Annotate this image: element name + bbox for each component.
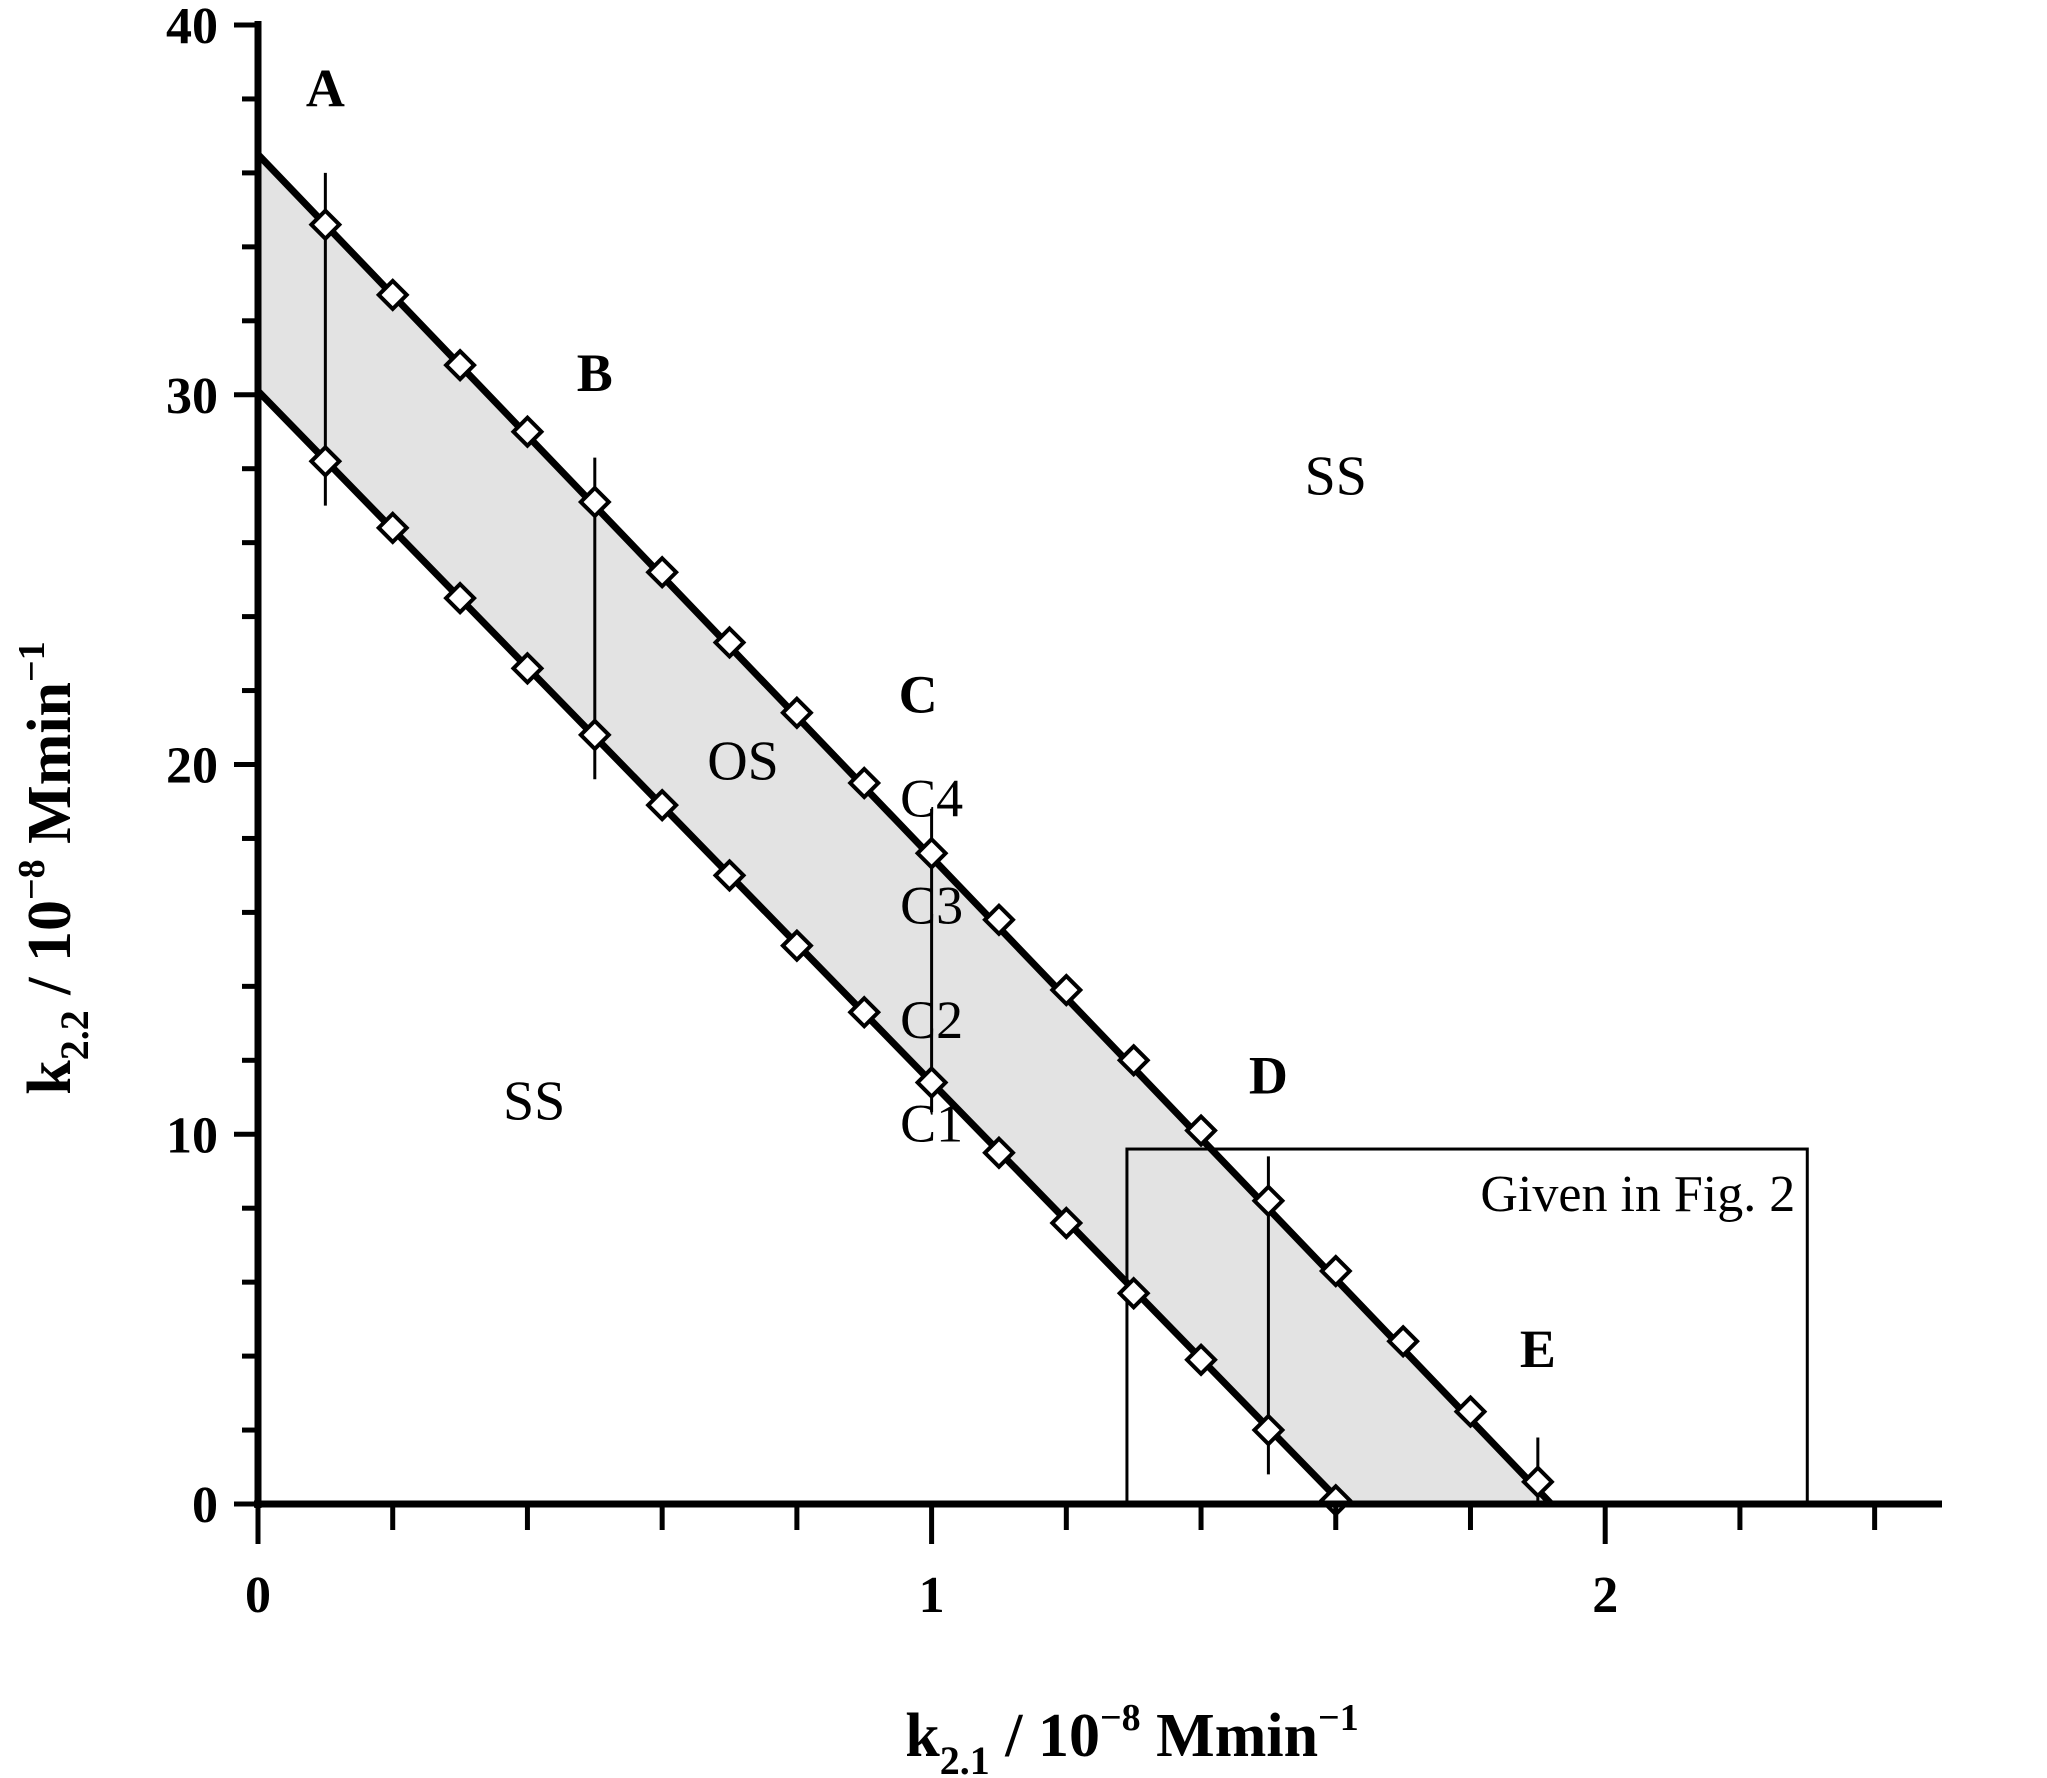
data-point-s1-13: [1184, 1342, 1218, 1377]
fig2-region-label: Given in Fig. 2: [1480, 1166, 1795, 1223]
point-label-d: D: [1249, 1046, 1288, 1106]
data-point-s1-11: [1049, 1206, 1084, 1240]
data-point-s1-4: [577, 718, 612, 752]
y-tick-label: 20: [166, 738, 218, 795]
point-label-c1: C1: [900, 1094, 963, 1154]
x-tick-label: 0: [245, 1567, 271, 1624]
data-point-s0-3: [510, 414, 545, 449]
data-point-s0-5: [645, 555, 679, 590]
data-point-s0-13: [1184, 1113, 1218, 1148]
point-label-c3: C3: [900, 875, 963, 935]
data-point-s0-4: [577, 485, 612, 519]
point-label-e: E: [1520, 1319, 1556, 1379]
data-point-s0-0: [308, 207, 343, 242]
point-label-a: A: [306, 58, 345, 118]
data-point-s1-3: [510, 651, 545, 686]
data-point-s1-2: [443, 581, 477, 615]
point-label-c: C: [899, 665, 938, 725]
y-tick-label: 10: [166, 1107, 218, 1164]
point-label-b: B: [577, 343, 613, 403]
data-point-s1-8: [847, 995, 882, 1030]
y-tick-label: 30: [166, 368, 218, 425]
x-tick-label: 2: [1592, 1567, 1618, 1624]
data-point-s1-12: [1116, 1276, 1151, 1311]
data-point-s0-12: [1116, 1043, 1151, 1078]
region-label-os: OS: [707, 730, 779, 792]
region-label-ss: SS: [503, 1070, 565, 1132]
region-label-ss: SS: [1305, 446, 1367, 508]
data-point-s0-2: [443, 348, 477, 382]
data-point-s0-11: [1049, 973, 1084, 1007]
data-point-s1-6: [712, 858, 747, 893]
point-label-c4: C4: [900, 768, 963, 828]
data-point-s0-18: [1521, 1464, 1555, 1499]
data-point-s1-9: [914, 1065, 949, 1100]
data-point-s0-7: [780, 695, 814, 730]
x-axis-title: k2.1 / 10−8 Mmin−1: [905, 1697, 1358, 1778]
y-axis-title: k2.2 / 10−8 Mmin−1: [11, 641, 97, 1094]
x-tick-label: 1: [919, 1567, 945, 1624]
data-point-s0-17: [1453, 1394, 1488, 1429]
data-point-s0-10: [982, 902, 1016, 937]
data-point-s1-7: [780, 928, 814, 963]
data-point-s1-10: [982, 1135, 1016, 1170]
data-point-s0-8: [847, 766, 882, 800]
data-point-s0-16: [1386, 1324, 1420, 1359]
data-point-s0-6: [712, 625, 747, 660]
data-point-s1-0: [308, 444, 343, 479]
data-point-s1-1: [375, 511, 410, 545]
data-point-s0-14: [1251, 1183, 1286, 1218]
data-point-s1-5: [645, 788, 679, 823]
data-point-s1-14: [1251, 1413, 1286, 1447]
point-label-c2: C2: [900, 990, 963, 1050]
y-tick-label: 0: [192, 1477, 218, 1534]
y-tick-label: 40: [166, 0, 218, 55]
data-point-s0-15: [1318, 1254, 1353, 1288]
data-point-s0-9: [914, 836, 949, 871]
data-point-s0-1: [375, 278, 410, 312]
